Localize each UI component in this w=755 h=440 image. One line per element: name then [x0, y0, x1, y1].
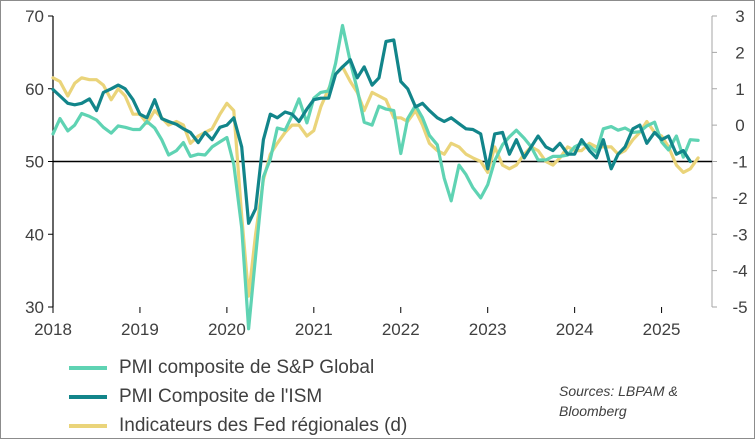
legend: PMI composite de S&P Global PMI Composit… [69, 353, 407, 440]
series-line-fed [51, 65, 700, 298]
legend-item-fed: Indicateurs des Fed régionales (d) [69, 411, 407, 440]
x-tick-label: 2024 [556, 320, 594, 339]
x-tick-label: 2025 [643, 320, 681, 339]
left-tick-label: 60 [25, 80, 44, 99]
right-axis: 3 2 1 0 -1 -2 -3 -4 -5 [711, 7, 748, 317]
legend-label-ism: PMI Composite de l'ISM [119, 385, 323, 407]
x-tick-label: 2023 [469, 320, 507, 339]
right-tick-label: -4 [732, 262, 747, 281]
right-tick-label: 3 [735, 7, 744, 26]
right-tick-label: 2 [735, 43, 744, 62]
x-tick-label: 2021 [295, 320, 333, 339]
legend-label-sp-global: PMI composite de S&P Global [119, 356, 375, 378]
series-layer [51, 23, 700, 331]
left-axis: 30 40 50 60 70 [25, 7, 54, 317]
x-tick-label: 2022 [382, 320, 420, 339]
right-tick-label: -2 [732, 189, 747, 208]
sources-note: Sources: LBPAM & Bloomberg [559, 381, 739, 421]
x-tick-label: 2018 [34, 320, 72, 339]
legend-item-sp-global: PMI composite de S&P Global [69, 353, 407, 382]
sources-line-1: Sources: LBPAM & [559, 383, 678, 399]
right-tick-label: 0 [735, 116, 744, 135]
right-tick-label: 1 [735, 80, 744, 99]
series-line-sp-global [51, 23, 700, 331]
left-tick-label: 40 [25, 225, 44, 244]
legend-swatch-sp-global [69, 365, 107, 370]
legend-swatch-ism [69, 394, 107, 399]
legend-item-ism: PMI Composite de l'ISM [69, 382, 407, 411]
x-tick-label: 2020 [208, 320, 246, 339]
left-tick-label: 70 [25, 7, 44, 26]
right-tick-label: -1 [732, 153, 747, 172]
right-tick-label: -3 [732, 225, 747, 244]
x-axis: 2018 2019 2020 2021 2022 2023 2024 2025 [34, 160, 712, 339]
right-tick-label: -5 [732, 298, 747, 317]
legend-swatch-fed [69, 423, 107, 428]
legend-label-fed: Indicateurs des Fed régionales (d) [119, 414, 408, 436]
sources-line-2: Bloomberg [559, 403, 627, 419]
x-tick-label: 2019 [121, 320, 159, 339]
left-tick-label: 30 [25, 298, 44, 317]
series-line-ism [51, 38, 692, 225]
left-tick-label: 50 [25, 153, 44, 172]
